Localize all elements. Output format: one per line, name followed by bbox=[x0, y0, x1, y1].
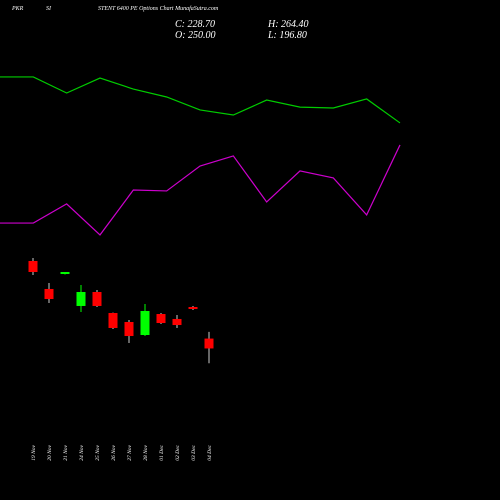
x-tick-label: 03 Dec bbox=[191, 444, 197, 460]
x-tick-label: 28 Nov bbox=[143, 444, 149, 460]
x-tick-label: 26 Nov bbox=[111, 444, 117, 460]
title-part: STENT 6400 PE Options Chart MunafaSutra.… bbox=[98, 5, 219, 12]
x-tick-label: 20 Nov bbox=[47, 444, 53, 460]
x-tick-label: 04 Dec bbox=[206, 444, 213, 460]
close-label: C: 228.70 bbox=[175, 19, 215, 30]
x-tick-label: 01 Dec bbox=[159, 444, 165, 460]
candle-body bbox=[140, 310, 150, 335]
candle-body bbox=[204, 338, 214, 349]
candle-body bbox=[156, 314, 166, 324]
title-part: PKR bbox=[11, 6, 24, 12]
candle-body bbox=[60, 271, 70, 274]
candle-body bbox=[124, 321, 134, 337]
candle-body bbox=[92, 292, 102, 306]
title-part: SI bbox=[46, 6, 52, 12]
indicator-line bbox=[0, 76, 401, 124]
candle-body bbox=[188, 307, 198, 309]
x-tick-label: 27 Nov bbox=[127, 444, 133, 460]
high-label: H: 264.40 bbox=[267, 19, 309, 30]
candle-body bbox=[76, 292, 86, 306]
x-tick-label: 24 Nov bbox=[78, 444, 85, 460]
low-label: L: 196.80 bbox=[267, 30, 307, 41]
x-tick-label: 25 Nov bbox=[95, 444, 101, 460]
x-tick-label: 19 Nov bbox=[31, 444, 37, 460]
x-tick-label: 02 Dec bbox=[175, 444, 181, 460]
open-label: O: 250.00 bbox=[175, 30, 216, 41]
candle-body bbox=[44, 288, 54, 300]
candle-body bbox=[28, 260, 38, 272]
candle-body bbox=[108, 312, 118, 328]
candle-body bbox=[172, 318, 182, 326]
indicator-line bbox=[0, 144, 401, 236]
x-tick-label: 21 Nov bbox=[63, 444, 69, 460]
